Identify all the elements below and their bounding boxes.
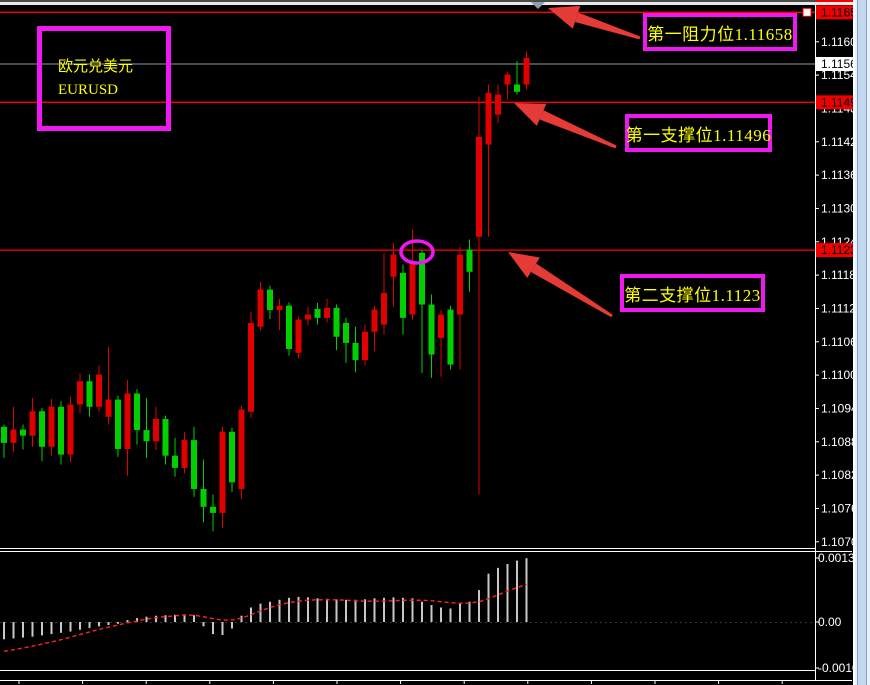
candle-body [305, 314, 311, 320]
candle-body [400, 272, 406, 318]
arrow-support1-tail [539, 110, 617, 149]
arrow-support2-tail [530, 263, 613, 318]
price-tag-red [816, 95, 853, 110]
candle-body [371, 309, 378, 332]
candle-body [267, 289, 273, 311]
candle-body [29, 411, 36, 436]
line-handle[interactable] [802, 7, 812, 17]
candle-body [153, 419, 159, 442]
candle-body [210, 506, 216, 513]
support1-text: 第一支撑位1.11496 [625, 125, 772, 145]
vertical-scrollbar[interactable] [853, 0, 870, 685]
candle-body [257, 289, 264, 327]
top-marker-icon [531, 2, 545, 9]
candle-body [48, 406, 55, 447]
candle-body [86, 381, 93, 407]
candle-body [352, 342, 359, 361]
candle-body [390, 254, 397, 277]
price-tag-red [816, 243, 853, 258]
candle-body [96, 374, 102, 407]
candle-body [295, 319, 302, 353]
arrow-resistance1-head [548, 5, 581, 29]
candle-body [67, 404, 74, 455]
candle-body [381, 292, 387, 325]
candle-body [476, 136, 482, 237]
candle-body [438, 314, 444, 338]
price-tag-red [816, 5, 853, 20]
support2-label-box[interactable]: 第二支撑位1.1123 [620, 274, 765, 312]
candle-body [238, 409, 245, 489]
resistance1-text: 第一阻力位1.11658 [647, 24, 793, 44]
candle-body [466, 249, 473, 272]
highlight-ellipse[interactable] [399, 239, 435, 265]
candle-body [105, 399, 112, 417]
support1-label-box[interactable]: 第一支撑位1.11496 [625, 114, 772, 152]
support2-text: 第二支撑位1.1123 [624, 285, 761, 305]
candle-body [191, 440, 197, 489]
axis-label: 1.11125 [821, 301, 863, 315]
candle-body [1, 426, 7, 443]
candle-body [485, 92, 492, 145]
candle-body [514, 84, 520, 92]
candle-body [229, 431, 235, 483]
candle-body [343, 322, 349, 343]
candle-body [428, 304, 435, 355]
candle-body [504, 74, 511, 85]
candle-body [333, 307, 340, 337]
level-lines [0, 7, 815, 251]
macd-layer [0, 558, 815, 653]
symbol-label-box[interactable]: 欧元兑美元 EURUSD [37, 26, 171, 131]
candle-body [409, 262, 416, 315]
candle-body [39, 411, 45, 447]
candle-body [115, 399, 121, 449]
candle-body [419, 252, 425, 305]
resistance1-label-box[interactable]: 第一阻力位1.11658 [643, 13, 797, 51]
candle-body [362, 331, 368, 361]
candle-body [457, 254, 463, 315]
candle-body [200, 489, 207, 507]
macd-signal-line [3, 583, 527, 653]
arrow-support2-head [508, 252, 540, 278]
candles-layer [1, 51, 530, 532]
candle-body [124, 393, 131, 449]
candle-body [181, 440, 188, 468]
candle-body [134, 393, 140, 431]
symbol-name-cn: 欧元兑美元 [58, 59, 134, 75]
candle-body [495, 94, 501, 115]
candle-body [314, 309, 321, 318]
arrow-resistance1-tail [574, 12, 641, 40]
candle-body [172, 455, 178, 468]
price-tag-current [816, 57, 853, 71]
decorations [399, 2, 641, 318]
axis-label: 1.11185 [821, 268, 863, 282]
candle-body [276, 305, 283, 311]
candle-body [286, 305, 292, 349]
candle-body [77, 381, 83, 405]
symbol-code: EURUSD [58, 81, 119, 98]
candle-body [58, 406, 64, 455]
axis-label: 0.00 [818, 615, 842, 629]
candle-body [324, 307, 330, 318]
candle-body [248, 322, 254, 412]
candle-body [143, 430, 150, 442]
candle-body [10, 429, 17, 443]
arrow-support1-head [514, 103, 547, 126]
candle-body [219, 431, 226, 513]
candle-body [447, 309, 454, 365]
candle-body [162, 419, 169, 456]
candle-body [523, 57, 530, 85]
candle-body [20, 429, 26, 436]
